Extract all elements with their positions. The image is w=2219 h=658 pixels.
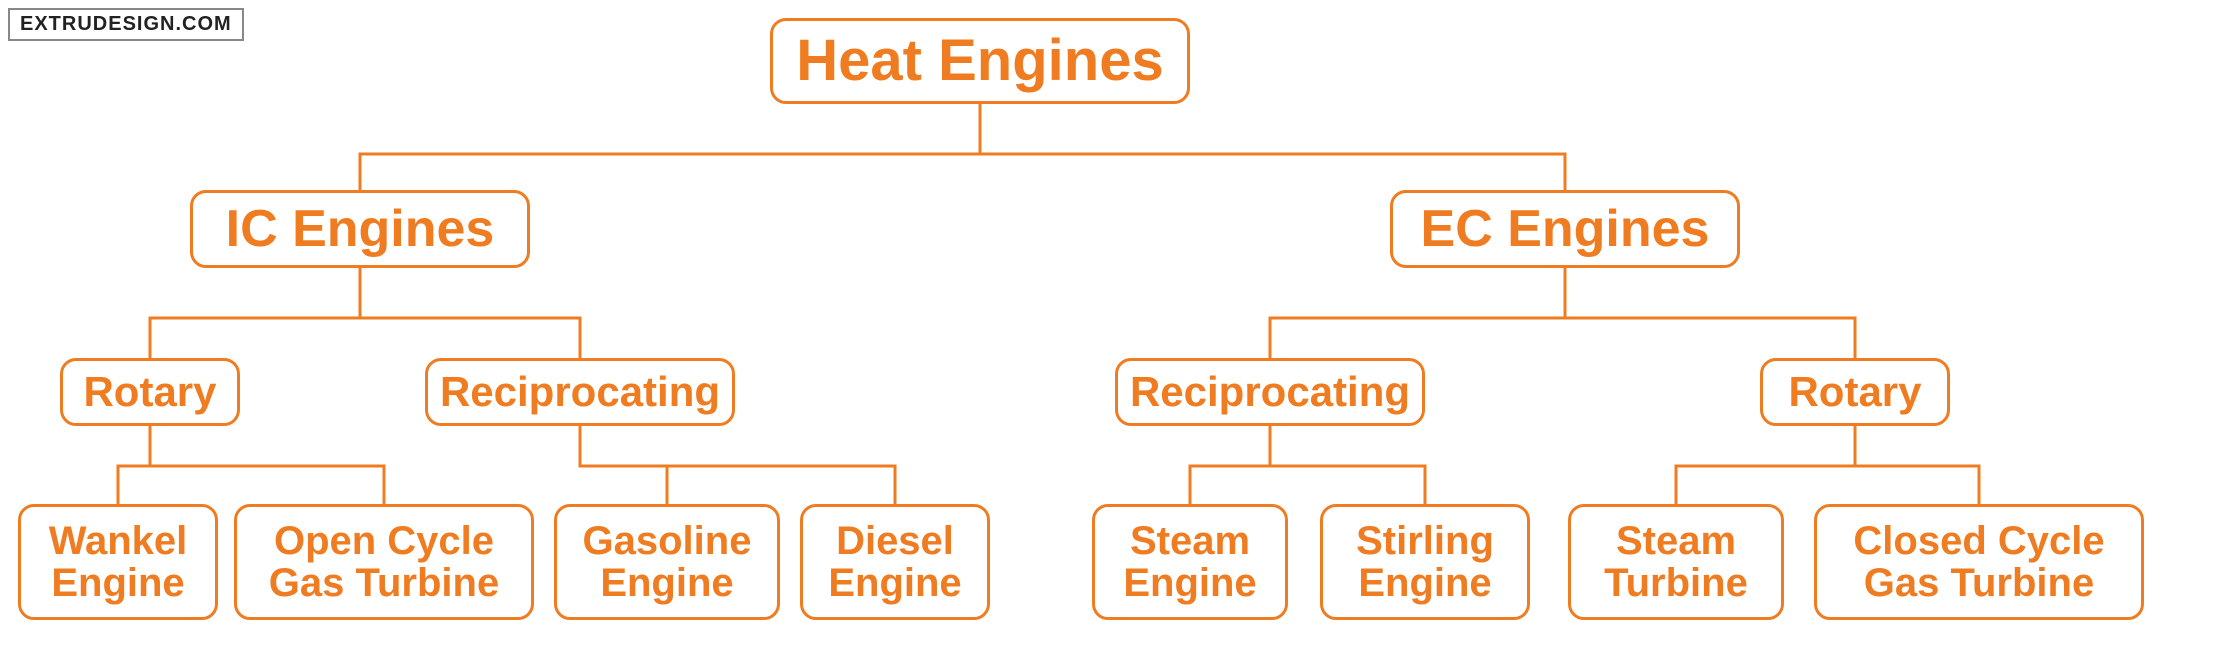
node-root: Heat Engines <box>770 18 1190 104</box>
node-ccgt: Closed Cycle Gas Turbine <box>1814 504 2144 620</box>
node-stirling: Stirling Engine <box>1320 504 1530 620</box>
node-ic: IC Engines <box>190 190 530 268</box>
node-ec_rot: Rotary <box>1760 358 1950 426</box>
node-ec: EC Engines <box>1390 190 1740 268</box>
node-steam_e: Steam Engine <box>1092 504 1288 620</box>
node-diesel: Diesel Engine <box>800 504 990 620</box>
node-ic_rec: Reciprocating <box>425 358 735 426</box>
node-steam_t: Steam Turbine <box>1568 504 1784 620</box>
node-ic_rot: Rotary <box>60 358 240 426</box>
node-gasoline: Gasoline Engine <box>554 504 780 620</box>
node-ec_rec: Reciprocating <box>1115 358 1425 426</box>
watermark: EXTRUDESIGN.COM <box>8 8 244 41</box>
node-ocgt: Open Cycle Gas Turbine <box>234 504 534 620</box>
node-wankel: Wankel Engine <box>18 504 218 620</box>
